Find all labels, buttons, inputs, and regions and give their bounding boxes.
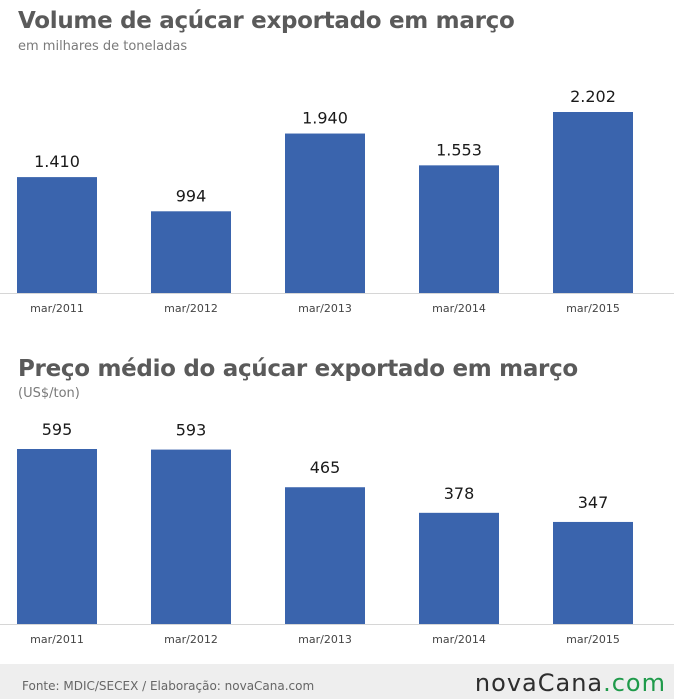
price-chart-plot: 595 mar/2011 593 mar/2012 465 mar/2013 378 mar/…: [0, 420, 674, 646]
volume-chart-plot: 1.410 mar/2011 994 mar/2012 1.940 mar/2013 1.5…: [0, 87, 674, 315]
value-label: 1.940: [302, 109, 348, 128]
value-label: 2.202: [570, 87, 616, 106]
value-label: 595: [42, 420, 73, 439]
brand-name: novaCana: [474, 669, 604, 697]
brand-logo: novaCana.com: [475, 669, 666, 697]
value-label: 465: [310, 458, 341, 477]
x-tick-label: mar/2014: [432, 302, 486, 315]
bar-mar-2013: [285, 133, 365, 293]
value-label: 347: [578, 493, 609, 512]
x-tick-label: mar/2015: [566, 633, 620, 646]
x-tick-label: mar/2012: [164, 302, 218, 315]
price-chart-subtitle: (US$/ton): [18, 386, 80, 401]
volume-chart-title: Volume de açúcar exportado em março: [18, 8, 515, 34]
bar-mar-2014: [419, 512, 499, 624]
bar-mar-2012: [151, 211, 231, 293]
value-label: 378: [444, 484, 475, 503]
source-text: Fonte: MDIC/SECEX / Elaboração: novaCana…: [22, 679, 315, 693]
x-tick-label: mar/2015: [566, 302, 620, 315]
value-label: 593: [176, 421, 207, 440]
volume-chart-subtitle: em milhares de toneladas: [18, 39, 188, 54]
value-label: 1.553: [436, 140, 482, 159]
bar-mar-2014: [419, 165, 499, 293]
bar-mar-2015: [553, 521, 633, 624]
bar-mar-2012: [151, 449, 231, 624]
x-tick-label: mar/2014: [432, 633, 486, 646]
bar-mar-2011: [17, 449, 97, 624]
price-chart-title: Preço médio do açúcar exportado em março: [18, 356, 578, 382]
x-tick-label: mar/2011: [30, 633, 84, 646]
value-label: 994: [176, 186, 207, 205]
x-tick-label: mar/2013: [298, 302, 352, 315]
x-tick-label: mar/2012: [164, 633, 218, 646]
footer: Fonte: MDIC/SECEX / Elaboração: novaCana…: [0, 664, 674, 699]
brand-suffix: .com: [603, 669, 666, 697]
bar-mar-2011: [17, 177, 97, 293]
x-tick-label: mar/2011: [30, 302, 84, 315]
value-label: 1.410: [34, 152, 80, 171]
bar-mar-2015: [553, 112, 633, 293]
x-tick-label: mar/2013: [298, 633, 352, 646]
bar-mar-2013: [285, 487, 365, 624]
